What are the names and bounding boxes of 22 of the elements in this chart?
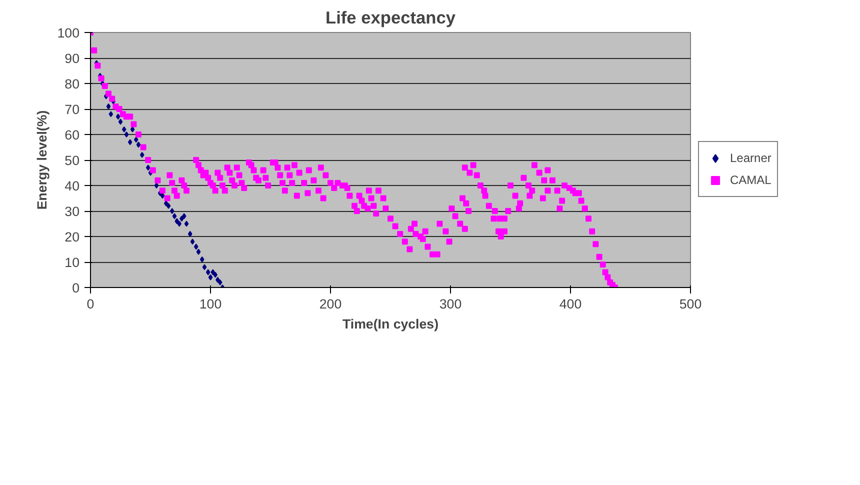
y-axis-title: Energy level(%) (34, 110, 50, 210)
x-tick-label: 500 (679, 296, 702, 312)
y-tick-label: 100 (57, 26, 80, 40)
y-tick-label: 30 (64, 204, 80, 219)
x-tick-label: 300 (439, 296, 462, 312)
legend-label: Learner (730, 151, 772, 165)
y-tick-label: 80 (64, 76, 80, 92)
y-tick-label: 60 (64, 128, 80, 142)
legend-label: CAMAL (730, 173, 772, 187)
y-tick-label: 10 (64, 255, 80, 270)
y-tick-label: 50 (64, 153, 80, 168)
y-tick-label: 70 (64, 102, 80, 117)
y-tick-label: 20 (64, 230, 80, 244)
x-tick-label: 0 (86, 296, 94, 312)
chart-title: Life expectancy (325, 8, 456, 28)
x-tick-label: 400 (559, 296, 582, 312)
y-tick-label: 40 (64, 178, 80, 194)
x-axis-title: Time(In cycles) (342, 316, 439, 332)
y-tick-label: 0 (72, 280, 80, 296)
x-tick-label: 200 (319, 296, 342, 312)
y-tick-label: 90 (64, 51, 80, 66)
x-tick-label: 100 (199, 296, 222, 312)
